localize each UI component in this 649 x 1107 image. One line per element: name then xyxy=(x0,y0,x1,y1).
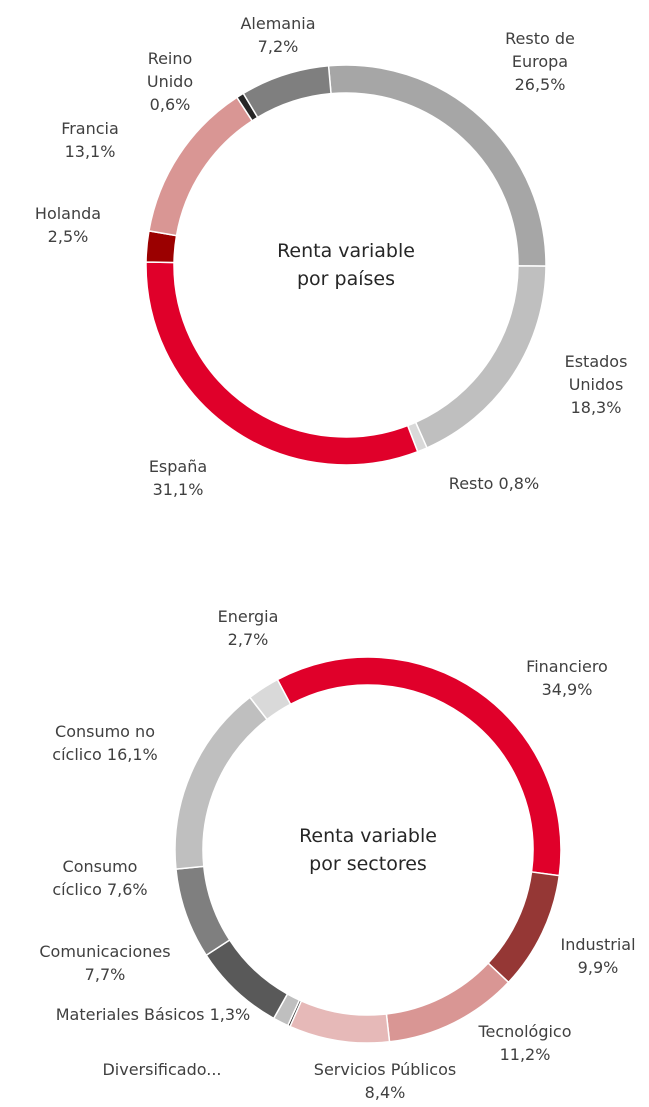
slice-value: 11,2% xyxy=(499,1045,551,1064)
donut-slice xyxy=(174,696,269,870)
donut-center-title: Renta variable por países xyxy=(277,240,415,290)
donut-slice xyxy=(414,265,547,449)
slice-value: 7,7% xyxy=(84,965,126,984)
slice-name: Financiero xyxy=(526,657,608,676)
slice-label: Estados Unidos 18,3% xyxy=(546,350,646,419)
slice-name: Energia xyxy=(217,607,279,626)
slice-value: 9,9% xyxy=(577,958,619,977)
slice-value: 7,6% xyxy=(106,880,148,899)
slice-label: Tecnológico 11,2% xyxy=(475,1020,575,1066)
donut-slice xyxy=(242,64,332,119)
slice-value: 31,1% xyxy=(152,480,204,499)
slice-name: Resto de Europa xyxy=(505,29,575,71)
donut-slice xyxy=(175,865,231,957)
slice-label: Servicios Públicos 8,4% xyxy=(295,1058,475,1104)
slice-label: Resto 0,8% xyxy=(424,472,564,495)
slice-name: Francia xyxy=(61,119,119,138)
slice-name: Tecnológico xyxy=(478,1022,572,1041)
slice-label: Financiero 34,9% xyxy=(512,655,622,701)
slice-name: Holanda xyxy=(34,204,102,223)
slice-name: Consumo cíclico xyxy=(52,857,138,899)
slice-name: Consumo no cíclico xyxy=(52,722,155,764)
slice-label: Reino Unido 0,6% xyxy=(127,47,213,116)
slice-name: Alemania xyxy=(240,14,316,33)
slice-label: Diversificado... xyxy=(82,1058,242,1081)
slice-name: Reino Unido xyxy=(146,49,194,91)
slice-label: Alemania 7,2% xyxy=(228,12,328,58)
slice-label: Francia 13,1% xyxy=(40,117,140,163)
slice-name: Comunicaciones xyxy=(39,942,171,961)
slice-name: Diversificado... xyxy=(102,1060,222,1079)
slice-label: Holanda 2,5% xyxy=(18,202,118,248)
donut-slice xyxy=(248,678,292,721)
donut-center-title: Renta variable por sectores xyxy=(299,825,437,875)
slice-label: Consumo no cíclico 16,1% xyxy=(44,720,166,766)
slice-value: 34,9% xyxy=(541,680,593,699)
slice-value: 7,2% xyxy=(257,37,299,56)
slice-label: Materiales Básicos 1,3% xyxy=(23,1003,283,1026)
donut-slice xyxy=(148,96,254,237)
slice-value: 18,3% xyxy=(570,398,622,417)
slice-value: 26,5% xyxy=(514,75,566,94)
slice-label: Energia 2,7% xyxy=(203,605,293,651)
slice-value: 8,4% xyxy=(364,1083,406,1102)
slice-name: Estados Unidos xyxy=(564,352,628,394)
slice-label: Consumo cíclico 7,6% xyxy=(45,855,155,901)
slice-name: Materiales Básicos xyxy=(55,1005,205,1024)
slice-value: 0,6% xyxy=(149,95,191,114)
slice-value: 2,5% xyxy=(47,227,89,246)
slice-name: Industrial xyxy=(560,935,636,954)
slice-name: Resto xyxy=(448,474,494,493)
slice-name: Servicios Públicos xyxy=(313,1060,457,1079)
slice-value: 13,1% xyxy=(64,142,116,161)
slice-value: 16,1% xyxy=(106,745,158,764)
slice-label: Comunicaciones 7,7% xyxy=(30,940,180,986)
slice-label: España 31,1% xyxy=(128,455,228,501)
slice-label: Resto de Europa 26,5% xyxy=(490,27,590,96)
slice-value: 0,8% xyxy=(498,474,540,493)
donut-slice xyxy=(289,999,391,1044)
slice-value: 2,7% xyxy=(227,630,269,649)
slice-label: Industrial 9,9% xyxy=(548,933,648,979)
slice-name: España xyxy=(148,457,208,476)
slice-value: 1,3% xyxy=(209,1005,251,1024)
